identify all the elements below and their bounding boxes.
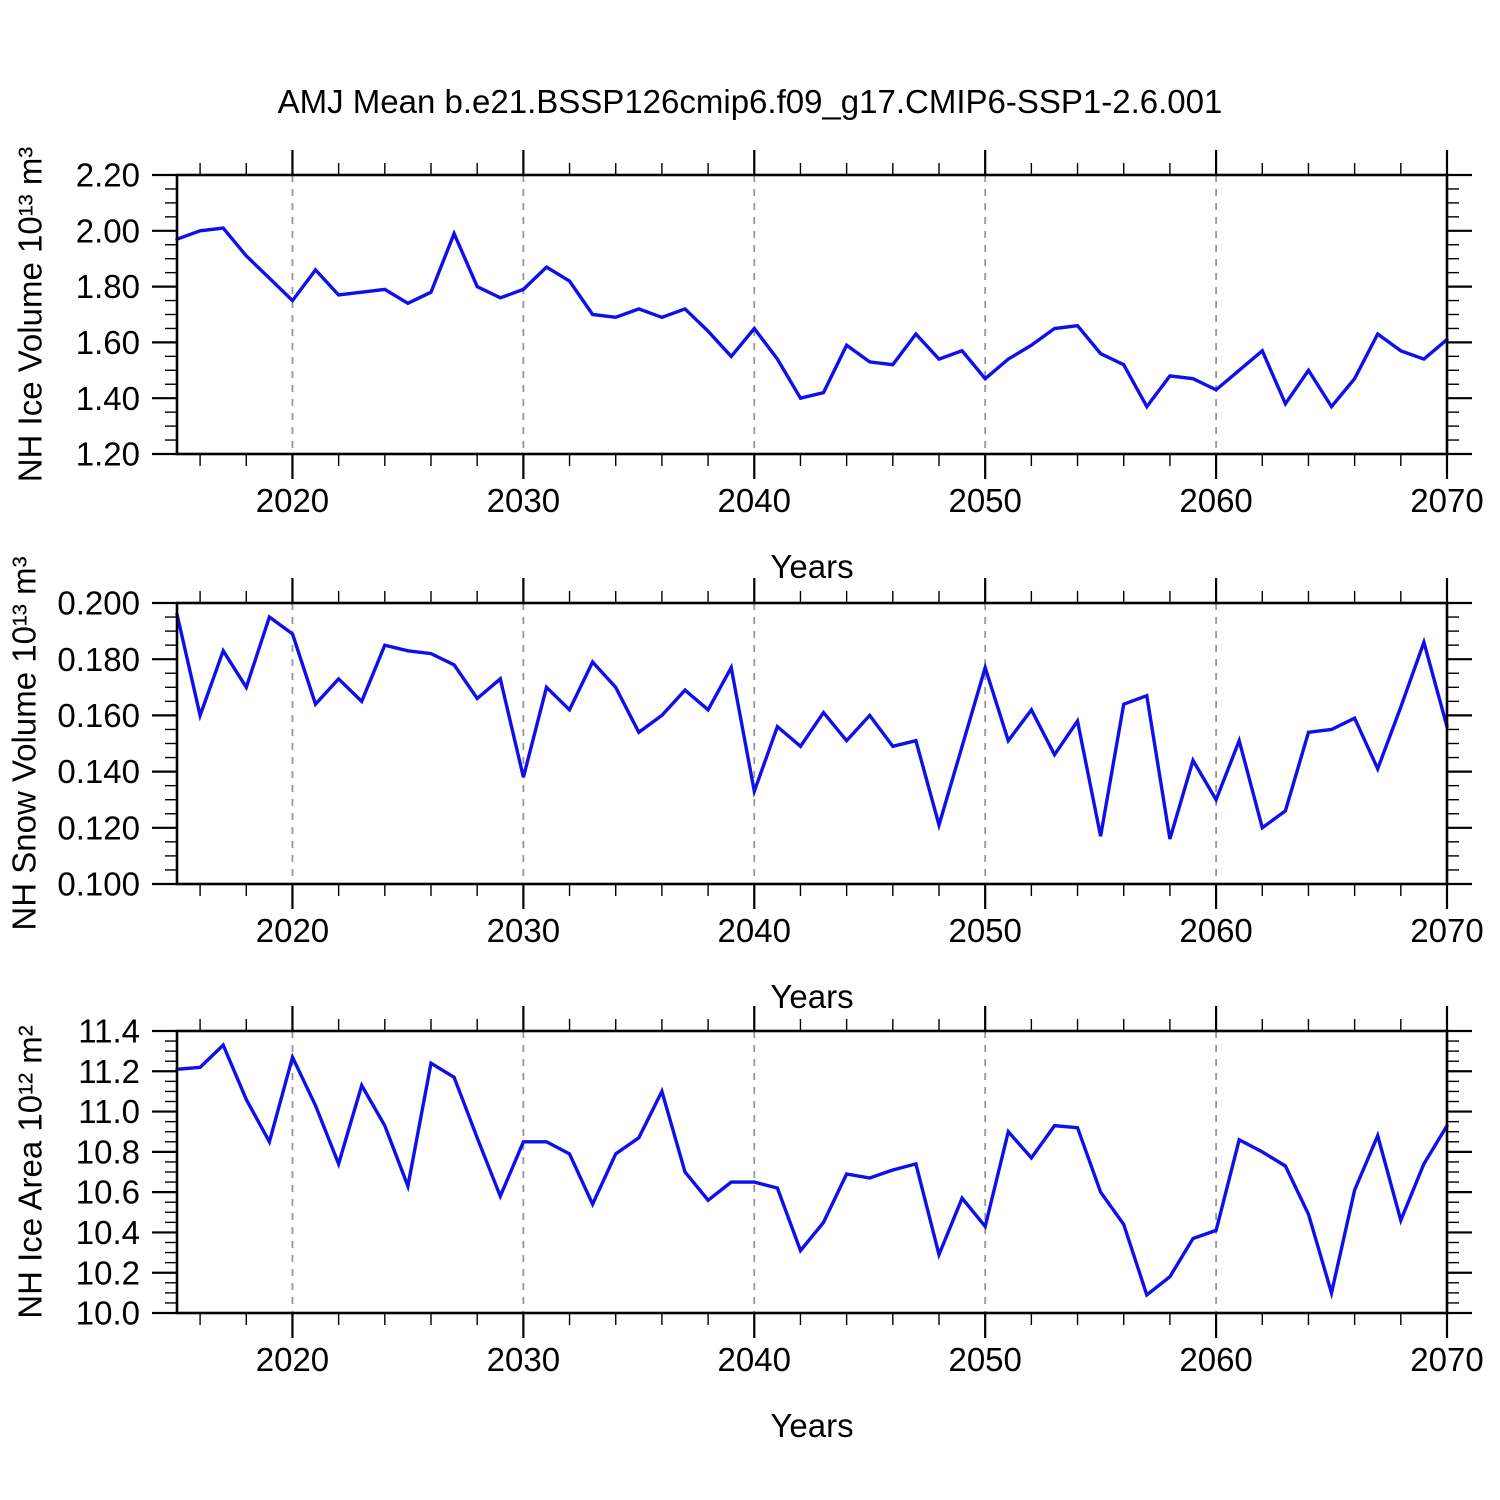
ice-area-xtick-label: 2050	[948, 1341, 1021, 1378]
ice-area-xtick-label: 2040	[718, 1341, 791, 1378]
ice-area-ytick-label: 11.0	[78, 1093, 140, 1130]
ice-area-ytick-label: 11.4	[78, 1013, 140, 1050]
ice-volume-xtick-label: 2070	[1410, 482, 1483, 519]
x-axis-title-ice-volume: Years	[770, 548, 853, 585]
ice-volume-data-line	[175, 226, 1449, 410]
snow-volume-xtick-label: 2020	[256, 912, 329, 949]
snow-volume-xtick-label: 2060	[1179, 912, 1252, 949]
ice-volume-xtick-label: 2020	[256, 482, 329, 519]
snow-volume-data-line	[175, 612, 1449, 840]
snow-volume-ytick-label: 0.160	[57, 697, 140, 734]
ice-volume-xtick-label: 2040	[718, 482, 791, 519]
ice-volume-xtick-label: 2050	[948, 482, 1021, 519]
ice-volume-ytick-label: 2.00	[76, 212, 140, 249]
y-axis-title-ice-area: NH Ice Area 10¹² m²	[12, 1025, 49, 1318]
ice-area-xtick-label: 2030	[487, 1341, 560, 1378]
ice-area-xtick-label: 2020	[256, 1341, 329, 1378]
figure-title: AMJ Mean b.e21.BSSP126cmip6.f09_g17.CMIP…	[278, 83, 1223, 120]
ice-area-ytick-label: 10.6	[76, 1174, 140, 1211]
snow-volume-frame	[175, 601, 1449, 886]
ice-area-ytick-label: 10.8	[76, 1133, 140, 1170]
ice-volume-xtick-label: 2030	[487, 482, 560, 519]
snow-volume-ytick-label: 0.140	[57, 753, 140, 790]
snow-volume-xtick-label: 2040	[718, 912, 791, 949]
ice-volume-ytick-label: 1.20	[76, 436, 140, 473]
y-axis-title-snow-volume: NH Snow Volume 10¹³ m³	[6, 556, 43, 930]
snow-volume-xtick-label: 2030	[487, 912, 560, 949]
ice-area-data-line	[175, 1042, 1449, 1300]
ice-volume-xtick-label: 2060	[1179, 482, 1252, 519]
ice-area-frame	[175, 1029, 1449, 1315]
snow-volume-ytick-label: 0.120	[57, 809, 140, 846]
snow-volume-xtick-label: 2070	[1410, 912, 1483, 949]
ice-volume-ytick-label: 1.80	[76, 268, 140, 305]
ice-area-ytick-label: 11.2	[78, 1053, 140, 1090]
x-axis-title-ice-area: Years	[770, 1407, 853, 1444]
ice-area-xtick-label: 2070	[1410, 1341, 1483, 1378]
ice-volume-frame	[175, 173, 1449, 456]
ice-area-xtick-label: 2060	[1179, 1341, 1252, 1378]
ice-area-ytick-label: 10.2	[76, 1254, 140, 1291]
snow-volume-ytick-label: 0.100	[57, 866, 140, 903]
ice-area-ytick-label: 10.0	[76, 1295, 140, 1332]
y-axis-title-ice-volume: NH Ice Volume 10¹³ m³	[12, 147, 49, 483]
ice-area-ytick-label: 10.4	[76, 1214, 140, 1251]
snow-volume-xtick-label: 2050	[948, 912, 1021, 949]
ice-volume-ytick-label: 1.60	[76, 324, 140, 361]
ice-volume-ytick-label: 2.20	[76, 157, 140, 194]
x-axis-title-snow-volume: Years	[770, 978, 853, 1015]
snow-volume-ytick-label: 0.180	[57, 641, 140, 678]
snow-volume-ytick-label: 0.200	[57, 585, 140, 622]
ice-volume-ytick-label: 1.40	[76, 380, 140, 417]
